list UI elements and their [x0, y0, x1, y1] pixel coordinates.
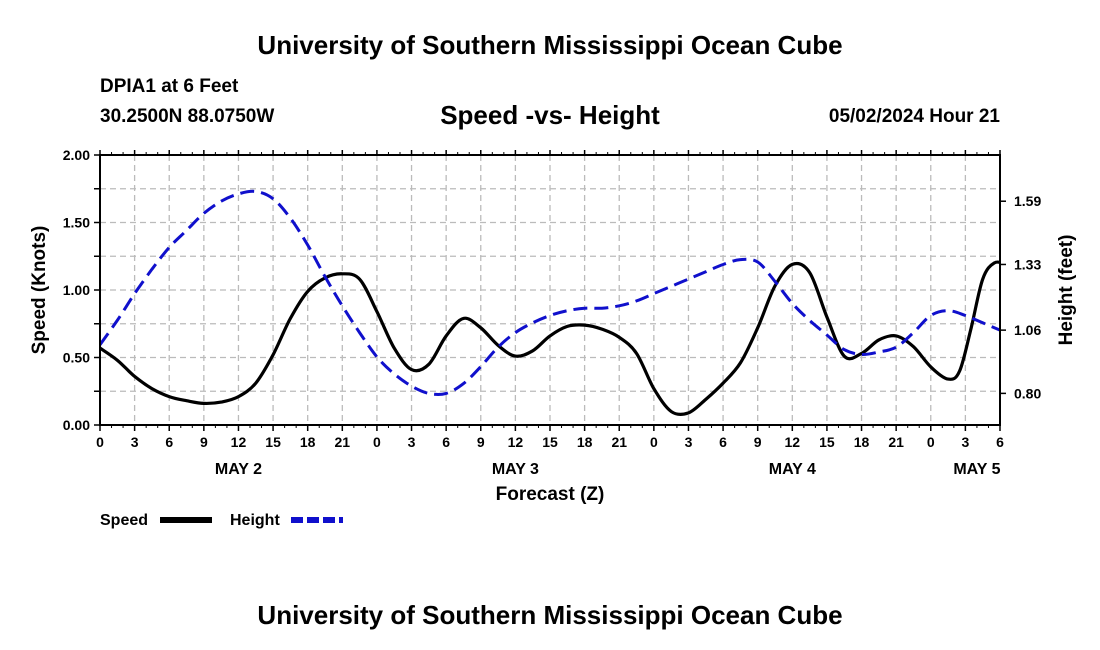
speed-height-chart: 0 3 6 9 12 15 18 21 0 3 6 9 12 15 18 21 0 3 6 9 12 15 18 21 0 3 6 0… [29, 147, 1077, 529]
x-axis-title: Forecast (Z) [496, 484, 605, 505]
x-tick-label: 15 [265, 434, 281, 450]
x-tick-label: 6 [165, 434, 173, 450]
grid-lines [100, 155, 1000, 425]
x-tick-label: 6 [719, 434, 727, 450]
x-tick-label: 21 [335, 434, 351, 450]
y2-tick-label: 1.33 [1014, 256, 1041, 272]
y-tick-label: 1.50 [63, 215, 90, 231]
y2-tick-label: 1.59 [1014, 193, 1041, 209]
x-tick-label: 9 [200, 434, 208, 450]
chart-subtitle: Speed -vs- Height [440, 100, 660, 130]
y-tick-label: 0.50 [63, 350, 90, 366]
axis-ticks [94, 150, 1006, 431]
y-tick-label: 1.00 [63, 282, 90, 298]
x-tick-label: 18 [577, 434, 593, 450]
x-tick-label: 3 [961, 434, 969, 450]
x-tick-label: 3 [131, 434, 139, 450]
x-tick-label: 0 [650, 434, 658, 450]
x-tick-label: 12 [785, 434, 801, 450]
x-tick-label: 9 [477, 434, 485, 450]
date-label: MAY 4 [769, 461, 816, 478]
y-tick-label: 2.00 [63, 147, 90, 163]
station-label: DPIA1 at 6 Feet [100, 76, 239, 97]
station-coordinates: 30.2500N 88.0750W [100, 106, 275, 127]
x-tick-label: 15 [542, 434, 558, 450]
y-tick-label: 0.00 [63, 417, 90, 433]
x-tick-label: 3 [408, 434, 416, 450]
forecast-datetime: 05/02/2024 Hour 21 [828, 106, 1000, 127]
x-tick-label: 0 [373, 434, 381, 450]
x-tick-label: 12 [508, 434, 524, 450]
legend: Speed Height [100, 512, 343, 529]
x-tick-label: 9 [754, 434, 762, 450]
x-tick-label: 18 [300, 434, 316, 450]
chart-main-title: University of Southern Mississippi Ocean… [257, 30, 843, 60]
y2-tick-label: 0.80 [1014, 385, 1041, 401]
x-tick-label: 15 [819, 434, 835, 450]
y2-tick-label: 1.06 [1014, 322, 1041, 338]
date-label: MAY 5 [953, 461, 1000, 478]
date-label: MAY 2 [215, 461, 262, 478]
x-tick-label: 6 [996, 434, 1004, 450]
series-layer [100, 189, 1000, 417]
x-tick-label: 0 [96, 434, 104, 450]
legend-speed-label: Speed [100, 512, 148, 529]
x-tick-label: 6 [442, 434, 450, 450]
y2-axis-title: Height (feet) [1056, 235, 1077, 346]
x-tick-label: 12 [231, 434, 247, 450]
footer-title: University of Southern Mississippi Ocean… [257, 600, 843, 630]
series-height-line [100, 189, 1000, 396]
y-axis-title: Speed (Knots) [29, 226, 50, 355]
x-tick-label: 3 [685, 434, 693, 450]
x-tick-label: 21 [888, 434, 904, 450]
legend-height-label: Height [230, 512, 280, 529]
series-speed-line [100, 260, 1000, 417]
x-tick-label: 18 [854, 434, 870, 450]
x-tick-label: 21 [611, 434, 627, 450]
date-label: MAY 3 [492, 461, 539, 478]
axis-labels: 0 3 6 9 12 15 18 21 0 3 6 9 12 15 18 21 0 3 6 9 12 15 18 21 0 3 6 0… [63, 147, 1042, 478]
x-tick-label: 0 [927, 434, 935, 450]
